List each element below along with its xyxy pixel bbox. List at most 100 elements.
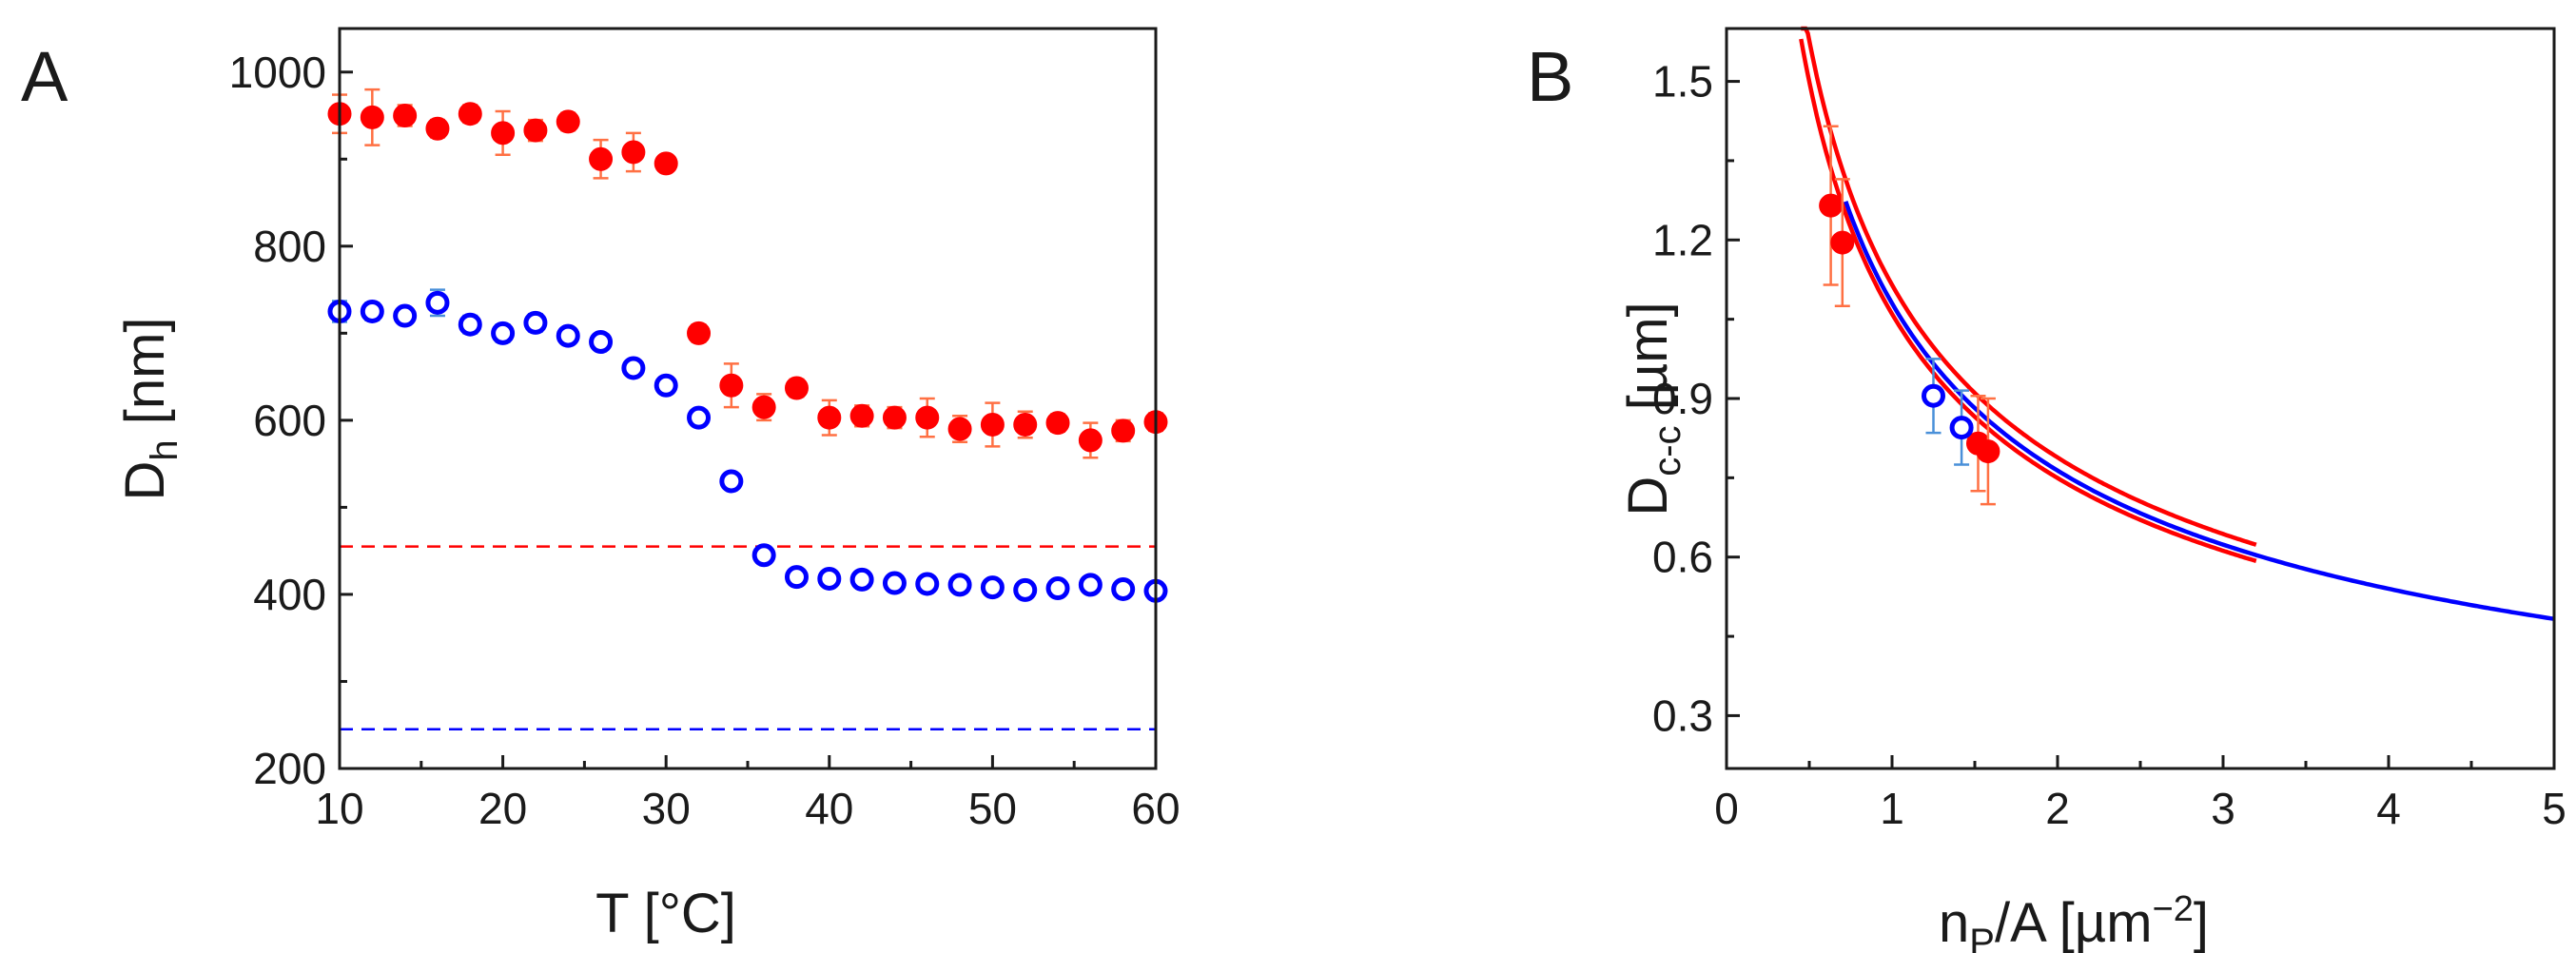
- panel-b-x-tick-label: 4: [2376, 784, 2401, 833]
- panel-a-open-blue-point: [947, 573, 972, 597]
- panel-b-y-tick-label: 1.2: [1652, 215, 1713, 264]
- panel-b-y-tick-label: 0.6: [1652, 533, 1713, 582]
- panel-a-x-tick-label: 10: [315, 784, 363, 833]
- panel-b-x-ticks: 0 1 2 3 4 5: [1714, 755, 2566, 833]
- panel-a-filled-red-point: [1111, 418, 1136, 443]
- panel-b-open-blue-point: [1949, 416, 1974, 440]
- panel-a-open-blue-point: [1111, 576, 1136, 601]
- panel-b-x-title-mid: /A [µm: [1995, 892, 2153, 953]
- panel-b-filled-red-point: [1976, 439, 2000, 464]
- panel-a-filled-red-point: [621, 140, 646, 165]
- panel-a-reference-lines: [340, 545, 1156, 731]
- panel-a-open-blue-point: [425, 290, 450, 315]
- panel-a-filled-red-point: [491, 121, 516, 146]
- panel-b-x-axis-title: nP/A [µm−2]: [1939, 889, 2209, 953]
- panel-b-y-tick-label: 0.9: [1652, 374, 1713, 423]
- panel-a: A 10 20 30 40 50 60 200 400 600 800 1000 T [°C] D…: [21, 27, 1181, 944]
- panel-b-fit-curves: [1799, 26, 2555, 621]
- panel-a-x-tick-label: 50: [968, 784, 1017, 833]
- panel-a-filled-red-point: [1078, 428, 1103, 453]
- panel-a-filled-red-point: [687, 321, 712, 345]
- panel-a-open-blue-point: [360, 299, 384, 323]
- panel-a-filled-red-point: [458, 102, 482, 126]
- panel-b-y-title-main: D: [1617, 476, 1679, 516]
- panel-a-open-blue-point: [915, 572, 940, 596]
- panel-a-open-blue-point: [751, 543, 776, 568]
- panel-a-x-ticks: 10 20 30 40 50 60: [315, 755, 1181, 833]
- panel-a-y-title-sub: h: [144, 439, 185, 460]
- panel-a-filled-red-point: [915, 405, 940, 430]
- panel-b-y-tick-label: 0.3: [1652, 690, 1713, 740]
- panel-b-x-tick-label: 2: [2045, 784, 2070, 833]
- panel-a-y-title-space: [114, 424, 176, 439]
- panel-a-filled-red-point: [425, 116, 450, 141]
- panel-b-x-title-sub: P: [1969, 922, 1995, 953]
- panel-b-filled-red-point: [1819, 193, 1844, 218]
- panel-a-x-tick-label: 60: [1131, 784, 1180, 833]
- panel-b: B 0 1 2 3 4 5 0.3 0.6 0.9 1.2 1.5 nP/A [µm−2] Dc-…: [1527, 26, 2566, 953]
- panel-a-filled-red-point: [980, 412, 1005, 437]
- panel-a-open-blue-point: [1013, 577, 1038, 602]
- panel-a-open-blue-point: [719, 469, 744, 494]
- panel-a-filled-red-point: [947, 417, 972, 441]
- panel-b-x-tick-label: 3: [2211, 784, 2235, 833]
- panel-a-y-axis-title: Dh [nm]: [114, 317, 185, 500]
- panel-a-y-tick-label: 400: [253, 570, 326, 619]
- panel-b-red-fit-lower-curve: [1799, 38, 2257, 563]
- panel-a-open-blue-point: [687, 405, 712, 430]
- panel-a-open-blue-point: [882, 571, 907, 595]
- panel-a-open-blue-point: [621, 356, 646, 380]
- panel-a-filled-red-point: [360, 105, 384, 129]
- panel-b-y-ticks: 0.3 0.6 0.9 1.2 1.5: [1652, 57, 1740, 740]
- panel-a-filled-red-point: [1045, 411, 1070, 436]
- panel-b-y-axis-title: Dc-c [µm]: [1617, 301, 1688, 515]
- panel-letter-a: A: [21, 37, 68, 116]
- panel-b-x-tick-label: 5: [2542, 784, 2566, 833]
- panel-letter-b: B: [1527, 37, 1573, 116]
- panel-b-series: [1819, 125, 2000, 506]
- panel-a-x-tick-label: 20: [478, 784, 527, 833]
- panel-a-open-blue-point: [654, 373, 678, 398]
- panel-a-open-blue-point: [817, 566, 842, 591]
- panel-a-y-ticks: 200 400 600 800 1000: [229, 48, 353, 793]
- panel-a-open-blue-point: [491, 321, 516, 345]
- panel-b-y-title-unit: [µm]: [1617, 301, 1679, 410]
- panel-b-y-tick-label: 1.5: [1652, 57, 1713, 107]
- panel-a-open-blue-point: [1045, 576, 1070, 601]
- panel-a-filled-red-point: [393, 104, 418, 128]
- panel-b-y-title-sub: c-c: [1647, 425, 1688, 476]
- panel-a-x-tick-label: 40: [805, 784, 853, 833]
- panel-a-y-tick-label: 200: [253, 744, 326, 793]
- panel-b-x-title-post: ]: [2194, 892, 2209, 953]
- panel-b-plot-frame: [1725, 27, 2556, 770]
- panel-b-red-fit-upper-curve: [1801, 26, 2257, 547]
- panel-b-y-title-space: [1617, 410, 1679, 425]
- panel-a-filled-red-point: [589, 146, 614, 171]
- panel-a-plot-frame: [338, 27, 1158, 770]
- panel-b-open-blue-point: [1922, 383, 1945, 408]
- panel-a-filled-red-point: [556, 109, 580, 134]
- panel-a-filled-red-point: [784, 376, 809, 400]
- panel-b-filled-red-point: [1830, 230, 1855, 255]
- panel-a-y-title-main: D: [114, 461, 176, 501]
- panel-a-open-blue-point: [849, 567, 874, 592]
- panel-a-filled-red-point: [751, 395, 776, 419]
- panel-a-filled-red-point: [1013, 412, 1038, 437]
- panel-a-y-title-unit: [nm]: [114, 317, 176, 424]
- panel-a-open-blue-point: [458, 312, 482, 337]
- panel-a-filled-red-point: [654, 151, 678, 176]
- panel-b-blue-fit-curve: [1844, 201, 2555, 621]
- panel-b-x-title-pre: n: [1939, 892, 1969, 953]
- panel-a-y-tick-label: 1000: [229, 48, 326, 97]
- panel-a-open-blue-point: [589, 330, 614, 355]
- panel-a-x-axis-title: T [°C]: [595, 883, 736, 944]
- panel-a-open-blue-point: [1078, 573, 1103, 597]
- panel-a-filled-red-point: [523, 118, 548, 143]
- panel-a-open-blue-point: [556, 323, 580, 348]
- panel-a-filled-red-point: [719, 373, 744, 398]
- panel-a-open-blue-point: [523, 310, 548, 335]
- panel-a-x-tick-label: 30: [642, 784, 691, 833]
- panel-b-x-tick-label: 0: [1714, 784, 1739, 833]
- panel-b-x-tick-label: 1: [1880, 784, 1904, 833]
